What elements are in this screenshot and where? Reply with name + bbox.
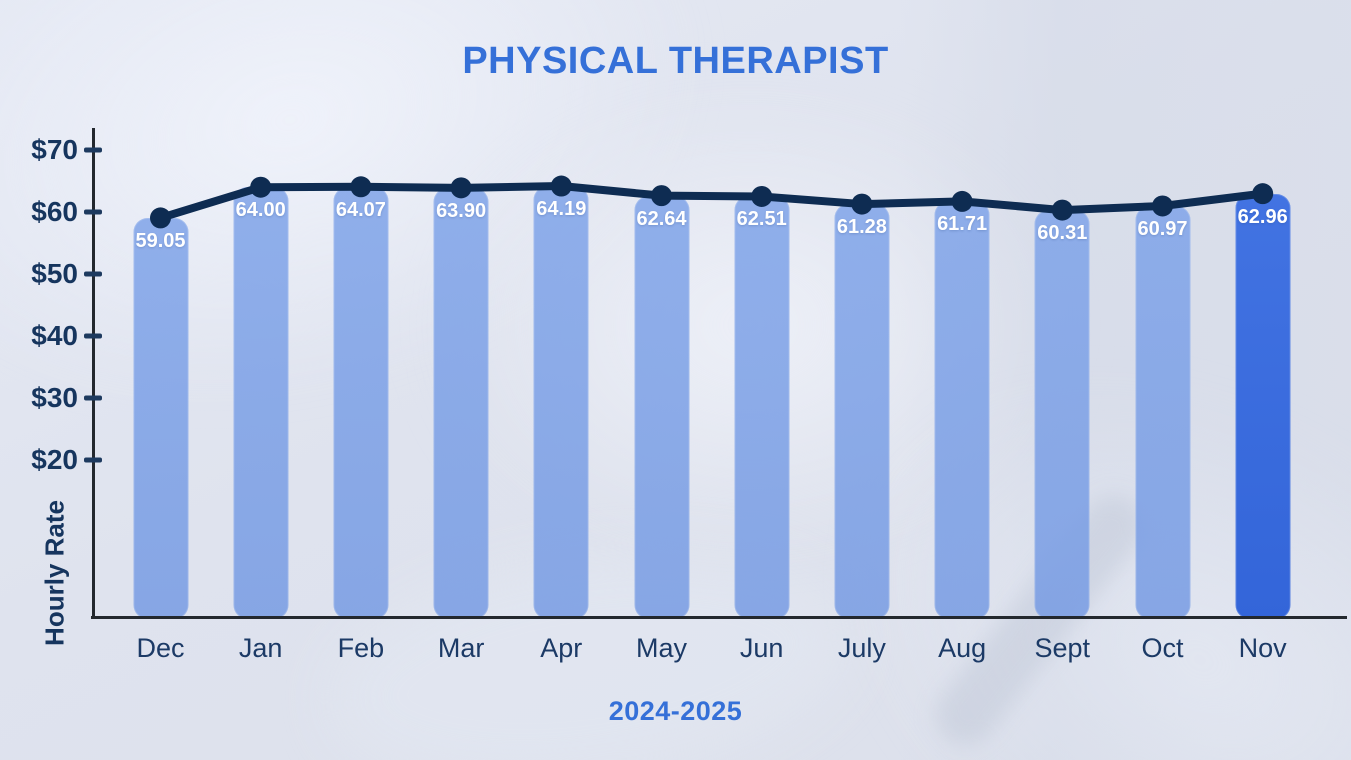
bar-may: [634, 195, 689, 619]
bar-value-july: 61.28: [836, 216, 887, 239]
chart-period-label: 2024-2025: [608, 696, 743, 726]
bar-mar: [433, 187, 489, 619]
bar-sept: [1034, 210, 1090, 619]
y-axis-line: [92, 128, 95, 619]
bar-value-aug: 61.71: [937, 213, 988, 236]
y-tick-label: $20: [31, 444, 78, 475]
bar-value-feb: 64.07: [335, 198, 386, 221]
y-tick-mark: [84, 209, 102, 215]
bar-oct: [1135, 205, 1190, 619]
y-tick-mark: [84, 395, 102, 401]
x-axis-label-jan: Jan: [238, 633, 283, 663]
bar-nov: [1235, 193, 1291, 619]
y-axis-title: Hourly Rate: [39, 500, 70, 646]
bar-dec: [133, 217, 188, 619]
y-tick-label: $70: [31, 134, 78, 165]
bar-value-sept: 60.31: [1037, 222, 1088, 245]
y-tick-mark: [84, 333, 102, 339]
bar-jun: [734, 196, 790, 619]
bar-feb: [333, 186, 389, 619]
bar-value-dec: 59.05: [135, 229, 186, 252]
bar-value-jun: 62.51: [736, 208, 787, 231]
x-axis-label-dec: Dec: [136, 633, 185, 663]
bar-july: [834, 204, 890, 619]
y-tick-mark: [84, 271, 102, 277]
x-axis-line: [91, 616, 1347, 619]
y-tick-mark: [84, 457, 102, 463]
bar-apr: [533, 186, 589, 619]
chart-title: PHYSICAL THERAPIST: [462, 40, 889, 82]
bar-value-nov: 62.96: [1237, 205, 1288, 228]
bar-value-may: 62.64: [636, 207, 687, 230]
x-axis-label-nov: Nov: [1238, 633, 1287, 663]
y-tick-label: $30: [31, 382, 78, 413]
bar-value-oct: 60.97: [1137, 217, 1188, 240]
bar-value-mar: 63.90: [436, 199, 487, 222]
bar-jan: [233, 187, 289, 619]
y-tick-label: $40: [31, 320, 78, 351]
y-tick-mark: [84, 147, 102, 153]
bar-value-apr: 64.19: [536, 198, 587, 221]
y-tick-label: $50: [31, 258, 78, 289]
y-tick-label: $60: [31, 196, 78, 227]
bar-value-jan: 64.00: [235, 199, 286, 222]
bar-aug: [934, 201, 990, 619]
